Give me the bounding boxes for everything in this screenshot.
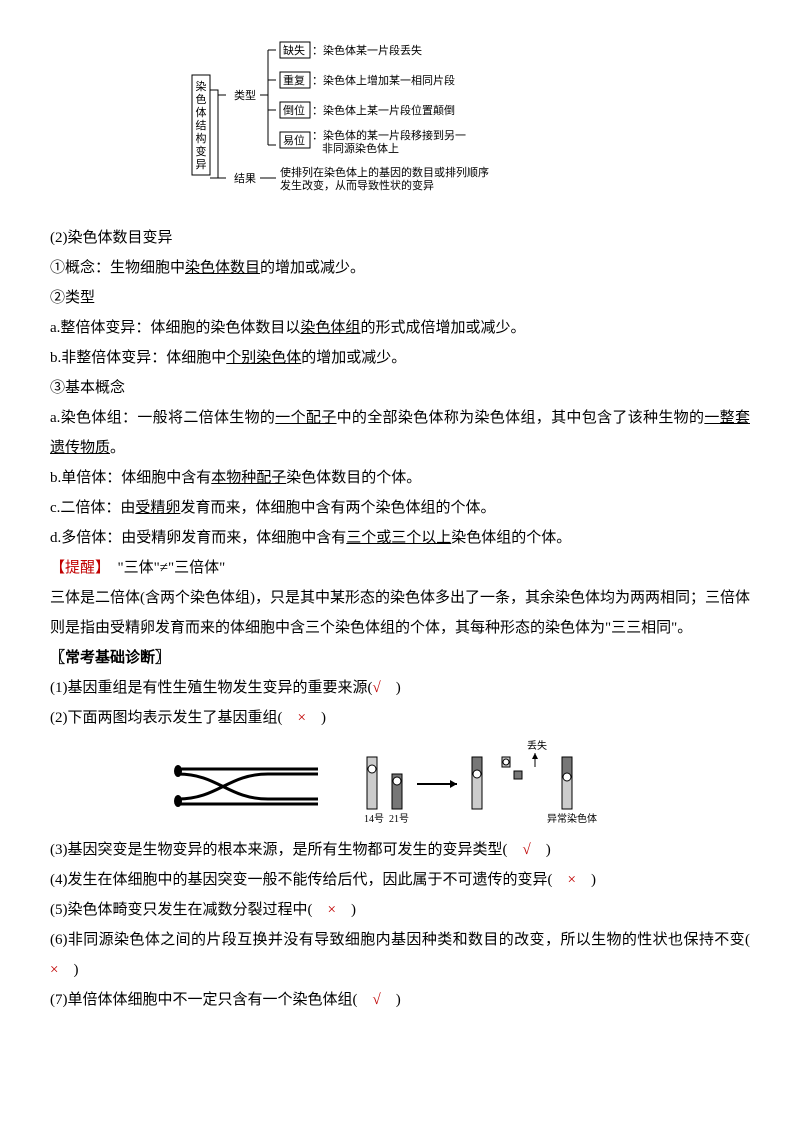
diag7-text: (7)单倍体体细胞中不一定只含有一个染色体组(	[50, 992, 373, 1008]
diag-item-7: (7)单倍体体细胞中不一定只含有一个染色体组( √ )	[50, 985, 750, 1015]
diag7-tail: )	[381, 992, 401, 1008]
crossover-diagram	[168, 749, 328, 819]
line1u: 染色体数目	[185, 260, 260, 276]
type-desc-3a: ：染色体的某一片段移接到另一	[312, 128, 466, 142]
diag-item-3: (3)基因突变是生物变异的根本来源，是所有生物都可发生的变异类型( √ )	[50, 835, 750, 865]
label-21: 21号	[389, 813, 409, 825]
document-page: 染 色 体 结 构 变 异 类型 结果 缺失 ：染色体某一片段丢失 重复 ：染色…	[0, 0, 800, 1055]
diag5-tail: )	[336, 902, 356, 918]
type-desc-2: ：染色体上某一片段位置颠倒	[312, 103, 455, 117]
root-char-1: 染	[196, 79, 207, 93]
diag-item-5: (5)染色体畸变只发生在减数分裂过程中( × )	[50, 895, 750, 925]
top-diagram: 染 色 体 结 构 变 异 类型 结果 缺失 ：染色体某一片段丢失 重复 ：染色…	[190, 40, 610, 211]
reminder-body: 三体是二倍体(含两个染色体组)，只是其中某形态的染色体多出了一条，其余染色体均为…	[50, 583, 750, 643]
root-char-6: 变	[196, 144, 207, 158]
diag2-text: (2)下面两图均表示发生了基因重组(	[50, 710, 298, 726]
diag5-ans: ×	[328, 902, 336, 918]
line6: a.染色体组：一般将二倍体生物的一个配子中的全部染色体称为染色体组，其中包含了该…	[50, 403, 750, 463]
concept-line-1: ①概念：生物细胞中染色体数目的增加或减少。	[50, 253, 750, 283]
bottom-diagram: 14号 21号 丢失 异常染色体	[50, 739, 750, 829]
root-char-3: 体	[196, 105, 207, 119]
diag5-text: (5)染色体畸变只发生在减数分裂过程中(	[50, 902, 328, 918]
reminder-title: 【提醒】 "三体"≠"三倍体"	[50, 553, 750, 583]
diag4-text: (4)发生在体细胞中的基因突变一般不能传给后代，因此属于不可遗传的变异(	[50, 872, 568, 888]
line5: ③基本概念	[50, 373, 750, 403]
line8a: c.二倍体：由	[50, 500, 135, 516]
diag-item-6: (6)非同源染色体之间的片段互换并没有导致细胞内基因种类和数目的改变，所以生物的…	[50, 925, 750, 985]
section2-title: (2)染色体数目变异	[50, 223, 750, 253]
diag3-text: (3)基因突变是生物变异的根本来源，是所有生物都可发生的变异类型(	[50, 842, 523, 858]
type-key-2: 倒位	[283, 103, 305, 117]
line4a: b.非整倍体变异：体细胞中	[50, 350, 226, 366]
line6a: a.染色体组：一般将二倍体生物的	[50, 410, 275, 426]
line6c: 。	[110, 440, 125, 456]
root-char-2: 色	[196, 92, 207, 106]
label-abnormal: 异常染色体	[547, 812, 597, 825]
result-line2: 发生改变，从而导致性状的变异	[280, 178, 434, 192]
diag2-tail: )	[306, 710, 326, 726]
diag1-ans: √	[373, 680, 381, 696]
line4u: 个别染色体	[226, 350, 301, 366]
branch-types: 类型	[234, 88, 256, 102]
diag4-tail: )	[576, 872, 596, 888]
type-key-1: 重复	[283, 73, 305, 87]
translocation-diagram: 14号 21号 丢失 异常染色体	[352, 739, 632, 829]
label-lost: 丢失	[527, 739, 547, 752]
chromosome-structure-diagram: 染 色 体 结 构 变 异 类型 结果 缺失 ：染色体某一片段丢失 重复 ：染色…	[190, 40, 610, 200]
diag1-tail: )	[381, 680, 401, 696]
diag2-ans: ×	[298, 710, 306, 726]
line9b: 染色体组的个体。	[451, 530, 571, 546]
line7b: 染色体数目的个体。	[286, 470, 421, 486]
type-key-0: 缺失	[283, 43, 305, 57]
diag3-tail: )	[531, 842, 551, 858]
diag-item-2: (2)下面两图均表示发生了基因重组( × )	[50, 703, 750, 733]
label-14: 14号	[364, 813, 384, 825]
line1b: 的增加或减少。	[260, 260, 365, 276]
reminder-heading: "三体"≠"三倍体"	[118, 560, 226, 576]
line1a: ①概念：生物细胞中	[50, 260, 185, 276]
line3b: 的形式成倍增加或减少。	[360, 320, 525, 336]
line7u: 本物种配子	[211, 470, 286, 486]
diag6-text: (6)非同源染色体之间的片段互换并没有导致细胞内基因种类和数目的改变，所以生物的…	[50, 932, 765, 948]
type-desc-1: ：染色体上增加某一相同片段	[312, 73, 455, 87]
line8b: 发育而来，体细胞中含有两个染色体组的个体。	[180, 500, 495, 516]
type-key-3: 易位	[283, 133, 305, 147]
branch-result: 结果	[234, 172, 256, 185]
diag6-tail: )	[58, 962, 78, 978]
diagnosis-title: 〖常考基础诊断〗	[50, 643, 750, 673]
line3a: a.整倍体变异：体细胞的染色体数目以	[50, 320, 300, 336]
diag3-ans: √	[523, 842, 531, 858]
line9u: 三个或三个以上	[346, 530, 451, 546]
type-desc-3b: 非同源染色体上	[322, 141, 399, 155]
diag7-ans: √	[373, 992, 381, 1008]
line3: a.整倍体变异：体细胞的染色体数目以染色体组的形式成倍增加或减少。	[50, 313, 750, 343]
line6b: 中的全部染色体称为染色体组，其中包含了该种生物的	[337, 410, 705, 426]
diag1-text: (1)基因重组是有性生殖生物发生变异的重要来源(	[50, 680, 373, 696]
line9: d.多倍体：由受精卵发育而来，体细胞中含有三个或三个以上染色体组的个体。	[50, 523, 750, 553]
diag-item-4: (4)发生在体细胞中的基因突变一般不能传给后代，因此属于不可遗传的变异( × )	[50, 865, 750, 895]
diag-item-1: (1)基因重组是有性生殖生物发生变异的重要来源(√ )	[50, 673, 750, 703]
line8: c.二倍体：由受精卵发育而来，体细胞中含有两个染色体组的个体。	[50, 493, 750, 523]
reminder-label: 【提醒】	[50, 560, 103, 576]
line4b: 的增加或减少。	[301, 350, 406, 366]
line7a: b.单倍体：体细胞中含有	[50, 470, 211, 486]
line2: ②类型	[50, 283, 750, 313]
diag4-ans: ×	[568, 872, 576, 888]
line7: b.单倍体：体细胞中含有本物种配子染色体数目的个体。	[50, 463, 750, 493]
line6u1: 一个配子	[275, 410, 336, 426]
type-desc-0: ：染色体某一片段丢失	[312, 43, 422, 57]
root-char-5: 构	[196, 131, 207, 145]
result-line1: 使排列在染色体上的基因的数目或排列顺序	[280, 165, 489, 179]
root-char-7: 异	[196, 158, 207, 171]
line8u: 受精卵	[135, 500, 180, 516]
line9a: d.多倍体：由受精卵发育而来，体细胞中含有	[50, 530, 346, 546]
line4: b.非整倍体变异：体细胞中个别染色体的增加或减少。	[50, 343, 750, 373]
line3u: 染色体组	[300, 320, 360, 336]
root-char-4: 结	[196, 119, 207, 132]
